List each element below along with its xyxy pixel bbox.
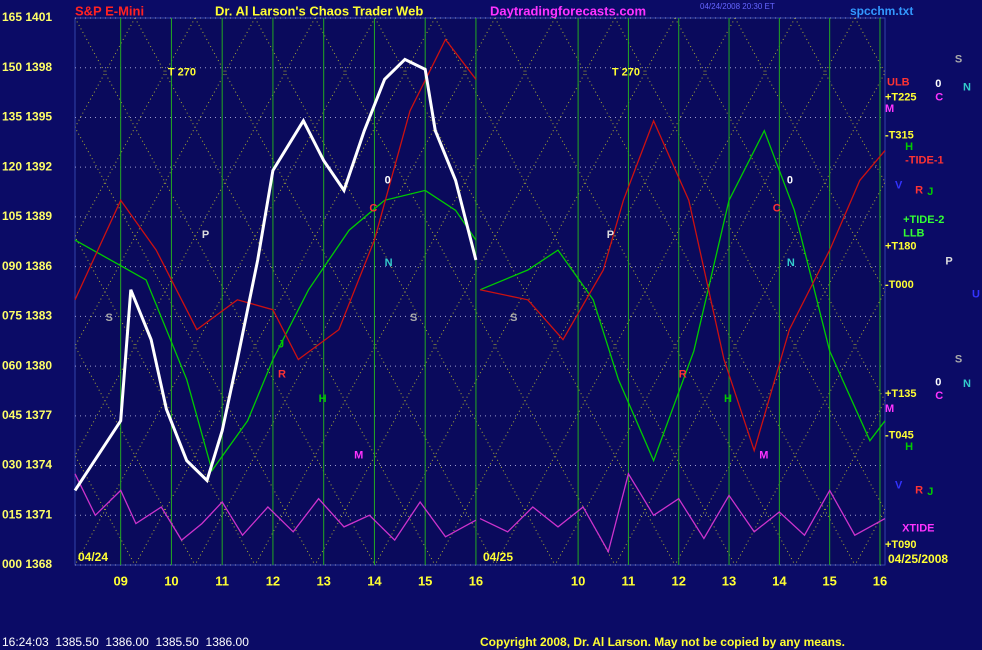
annotation: +T090 [885, 539, 917, 551]
annotation: T 270 [612, 67, 640, 79]
annotation: 0 [935, 377, 941, 389]
y-tick-label: 045 1377 [2, 408, 52, 422]
annotation: -T045 [885, 430, 914, 442]
x-tick-label: 11 [622, 573, 636, 588]
annotation: J [927, 186, 933, 198]
annotation: H [319, 393, 327, 405]
x-tick-label: 14 [772, 573, 787, 588]
y-tick-label: 015 1371 [2, 507, 52, 521]
annotation: C [935, 390, 943, 402]
x-tick-label: 14 [367, 573, 382, 588]
annotation: S [955, 53, 962, 65]
annotation: -T000 [885, 279, 914, 291]
title: Dr. Al Larson's Chaos Trader Web [215, 3, 423, 18]
annotation: +T180 [885, 241, 917, 253]
symbol: S&P E-Mini [75, 3, 144, 18]
series-line [479, 129, 886, 463]
annotation: P [202, 229, 209, 241]
annotation: +TIDE-2 [903, 214, 944, 226]
annotation: H [905, 141, 913, 153]
annotation: N [963, 82, 971, 94]
annotation: R [915, 484, 923, 496]
annotation: 0 [935, 78, 941, 90]
annotation: +T135 [885, 388, 917, 400]
annotation: T 270 [168, 67, 196, 79]
annotation: R [915, 184, 923, 196]
annotation: +T225 [885, 91, 917, 103]
annotation: -TIDE-1 [905, 154, 944, 166]
x-tick-label: 11 [215, 573, 229, 588]
annotation: J [927, 486, 933, 498]
series-line [74, 38, 477, 361]
annotation: U [972, 289, 980, 301]
x-tick-label: 10 [571, 573, 585, 588]
x-tick-label: 13 [722, 573, 736, 588]
annotation: N [385, 257, 393, 269]
y-tick-label: 060 1380 [2, 358, 52, 372]
x-tick-label: 15 [418, 573, 432, 588]
date-label: 04/24 [78, 550, 108, 564]
x-tick-label: 12 [266, 573, 280, 588]
y-tick-label: 135 1395 [2, 110, 52, 124]
annotation: M [354, 450, 363, 462]
x-tick-label: 15 [822, 573, 836, 588]
annotation: S [410, 312, 417, 324]
annotation: S [510, 312, 517, 324]
annotation: XTIDE [902, 522, 934, 534]
y-tick-label: 075 1383 [2, 309, 52, 323]
annotation: N [787, 257, 795, 269]
annotation: V [895, 179, 903, 191]
site: Daytradingforecasts.com [490, 3, 646, 18]
annotation: V [895, 479, 903, 491]
x-tick-label: 09 [113, 573, 127, 588]
y-tick-label: 090 1386 [2, 259, 52, 273]
copyright: Copyright 2008, Dr. Al Larson. May not b… [480, 635, 845, 649]
annotation: N [963, 378, 971, 390]
quote: 16:24:03 1385.50 1386.00 1385.50 1386.00 [2, 635, 249, 649]
annotation: H [905, 441, 913, 453]
y-tick-label: 105 1389 [2, 209, 52, 223]
x-tick-label: 10 [164, 573, 178, 588]
annotation: R [278, 368, 286, 380]
x-tick-label: 16 [873, 573, 887, 588]
annotation: 0 [787, 174, 793, 186]
annotation: C [935, 91, 943, 103]
annotation: M [759, 450, 768, 462]
y-tick-label: 000 1368 [2, 557, 52, 571]
annotation: -T315 [885, 130, 914, 142]
annotation: S [105, 312, 112, 324]
annotation: H [724, 393, 732, 405]
x-tick-label: 12 [671, 573, 685, 588]
timestamp: 04/24/2008 20:30 ET [700, 2, 775, 11]
y-tick-label: 165 1401 [2, 10, 52, 24]
series-line [74, 189, 477, 472]
annotation: C [369, 203, 377, 215]
x-tick-label: 16 [469, 573, 483, 588]
x-tick-label: 13 [316, 573, 330, 588]
annotation: C [773, 203, 781, 215]
file-name: spcchm.txt [850, 4, 913, 18]
series-line [479, 472, 886, 554]
y-tick-label: 030 1374 [2, 458, 52, 472]
annotation: LLB [903, 227, 924, 239]
annotation: J [278, 338, 284, 350]
annotation: ULB [887, 77, 910, 89]
y-tick-label: 120 1392 [2, 159, 52, 173]
annotation: S [955, 353, 962, 365]
series-line [479, 119, 886, 453]
date-label: 04/25 [483, 550, 513, 564]
series-line [74, 473, 477, 542]
annotation: R [679, 368, 687, 380]
annotation: M [885, 103, 894, 115]
annotation: 0 [385, 174, 391, 186]
annotation: P [945, 256, 952, 268]
y-tick-label: 150 1398 [2, 60, 52, 74]
series-line [73, 57, 478, 492]
annotation: M [885, 403, 894, 415]
end-date-label: 04/25/2008 [888, 552, 948, 566]
annotation: P [607, 229, 614, 241]
